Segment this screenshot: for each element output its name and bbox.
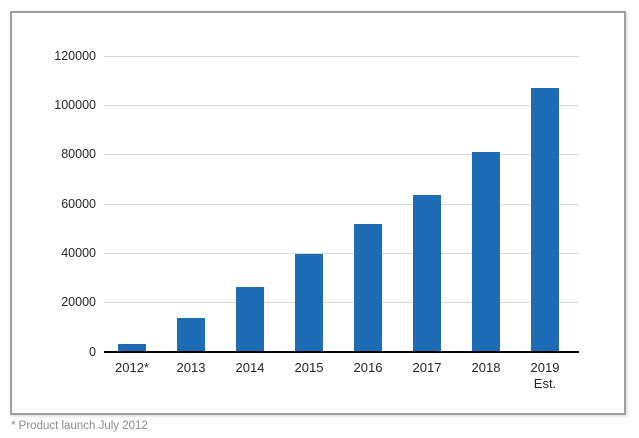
y-gridline <box>104 253 579 254</box>
y-axis-tick-label: 120000 <box>54 49 96 63</box>
bar-2013 <box>177 318 205 352</box>
x-axis-line <box>104 350 579 353</box>
x-axis-tick-label: 2017 <box>412 360 442 375</box>
y-axis-tick-label: 40000 <box>61 246 96 260</box>
y-axis-tick-label: 0 <box>89 345 96 359</box>
y-gridline <box>104 56 579 57</box>
y-axis-tick-label: 80000 <box>61 147 96 161</box>
bar-2015 <box>295 254 323 352</box>
y-gridline <box>104 154 579 155</box>
bar-2016 <box>354 224 382 352</box>
y-gridline <box>104 105 579 106</box>
y-gridline <box>104 302 579 303</box>
y-gridline <box>104 204 579 205</box>
x-axis-tick-label: 2019 Est. <box>530 360 560 391</box>
y-axis-tick-label: 100000 <box>54 98 96 112</box>
y-axis-tick-label: 60000 <box>61 197 96 211</box>
y-axis-tick-label: 20000 <box>61 295 96 309</box>
plot-area: 0 20000 40000 60000 80000 100000 120000 2012* 20… <box>12 13 624 413</box>
x-axis-tick-label: 2015 <box>294 360 324 375</box>
x-axis-tick-label: 2012* <box>115 360 149 375</box>
bar-2018 <box>472 151 500 352</box>
chart-frame: 0 20000 40000 60000 80000 100000 120000 2012* 20… <box>10 11 626 415</box>
x-axis-tick-label: 2016 <box>353 360 383 375</box>
x-axis-tick-label: 2014 <box>235 360 265 375</box>
x-axis-tick-label: 2013 <box>176 360 206 375</box>
x-axis-tick-label: 2018 <box>471 360 501 375</box>
footnote: * Product launch July 2012 <box>11 420 148 432</box>
bar-2012* <box>118 344 146 352</box>
bar-2017 <box>413 194 441 352</box>
bar-2019 <box>531 87 559 352</box>
bar-2014 <box>236 287 264 352</box>
